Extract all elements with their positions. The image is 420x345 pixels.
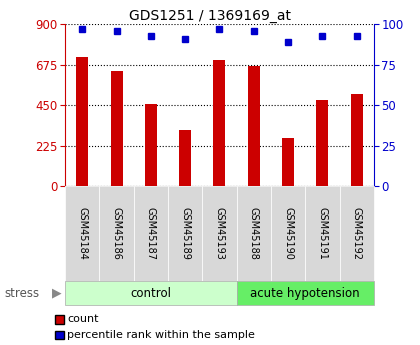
Text: GSM45192: GSM45192 xyxy=(352,207,362,260)
Bar xyxy=(76,57,88,186)
Text: GSM45187: GSM45187 xyxy=(146,207,156,260)
Text: GSM45186: GSM45186 xyxy=(112,207,121,260)
Text: GSM45193: GSM45193 xyxy=(215,207,224,260)
Bar xyxy=(145,104,157,186)
Text: GSM45190: GSM45190 xyxy=(283,207,293,260)
Bar xyxy=(248,66,260,186)
Text: stress: stress xyxy=(4,287,39,300)
Text: GSM45188: GSM45188 xyxy=(249,207,259,260)
Text: GSM45184: GSM45184 xyxy=(77,207,87,260)
Bar xyxy=(351,95,362,186)
Bar xyxy=(179,130,191,186)
Text: GSM45189: GSM45189 xyxy=(180,207,190,260)
Bar xyxy=(110,71,123,186)
Text: count: count xyxy=(67,315,99,324)
Bar xyxy=(282,138,294,186)
Text: percentile rank within the sample: percentile rank within the sample xyxy=(67,330,255,340)
Text: GSM45191: GSM45191 xyxy=(318,207,327,260)
Text: control: control xyxy=(130,287,171,300)
Text: acute hypotension: acute hypotension xyxy=(250,287,360,300)
Text: ▶: ▶ xyxy=(52,287,61,300)
Bar xyxy=(316,100,328,186)
Text: GDS1251 / 1369169_at: GDS1251 / 1369169_at xyxy=(129,9,291,23)
Bar xyxy=(213,60,226,186)
